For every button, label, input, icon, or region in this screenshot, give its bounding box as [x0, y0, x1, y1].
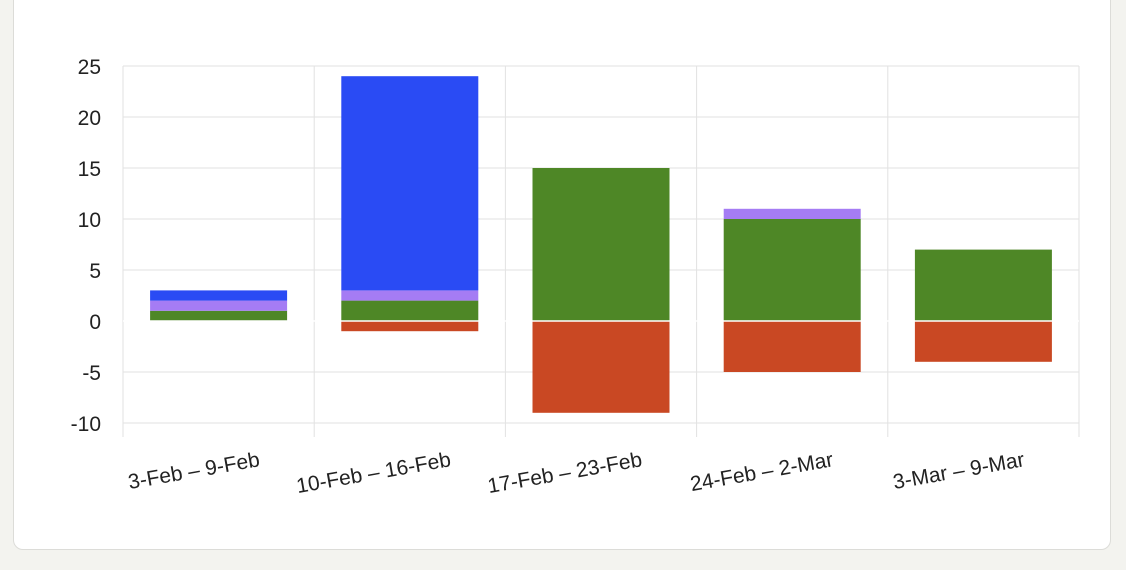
grid — [122, 65, 1080, 437]
y-tick-label: 5 — [89, 260, 101, 283]
x-tick-label: 10-Feb – 16-Feb — [295, 448, 453, 498]
bar-segment — [341, 321, 479, 332]
bar-segment — [341, 300, 479, 321]
y-tick-label: -10 — [71, 413, 101, 436]
bar-segment — [150, 290, 288, 301]
bar-segment — [914, 321, 1052, 362]
bar-segment — [341, 76, 479, 291]
y-axis-ticks: 25 20 15 10 5 0 -5 -10 — [71, 56, 101, 436]
x-tick-label: 17-Feb – 23-Feb — [486, 448, 644, 498]
bar-segment — [723, 219, 861, 321]
bar-segment — [723, 321, 861, 372]
x-axis-ticks: 3-Feb – 9-Feb 10-Feb – 16-Feb 17-Feb – 2… — [126, 448, 1026, 498]
bar-segment — [341, 290, 479, 301]
bar-segment — [150, 300, 288, 311]
bar-segment — [914, 249, 1052, 321]
x-tick-label: 3-Mar – 9-Mar — [891, 448, 1026, 494]
y-tick-label: 20 — [78, 107, 101, 130]
y-tick-label: 15 — [78, 158, 101, 181]
bar-segment — [150, 310, 288, 321]
y-tick-label: 0 — [89, 311, 101, 334]
y-tick-label: 25 — [78, 56, 101, 79]
bars — [123, 76, 1079, 413]
bar-segment — [532, 168, 670, 321]
x-tick-label: 3-Feb – 9-Feb — [126, 448, 261, 494]
y-tick-label: -5 — [82, 362, 101, 385]
y-tick-label: 10 — [78, 209, 101, 232]
x-tick-label: 24-Feb – 2-Mar — [689, 448, 836, 496]
bar-segment — [532, 321, 670, 413]
bar-segment — [723, 208, 861, 219]
